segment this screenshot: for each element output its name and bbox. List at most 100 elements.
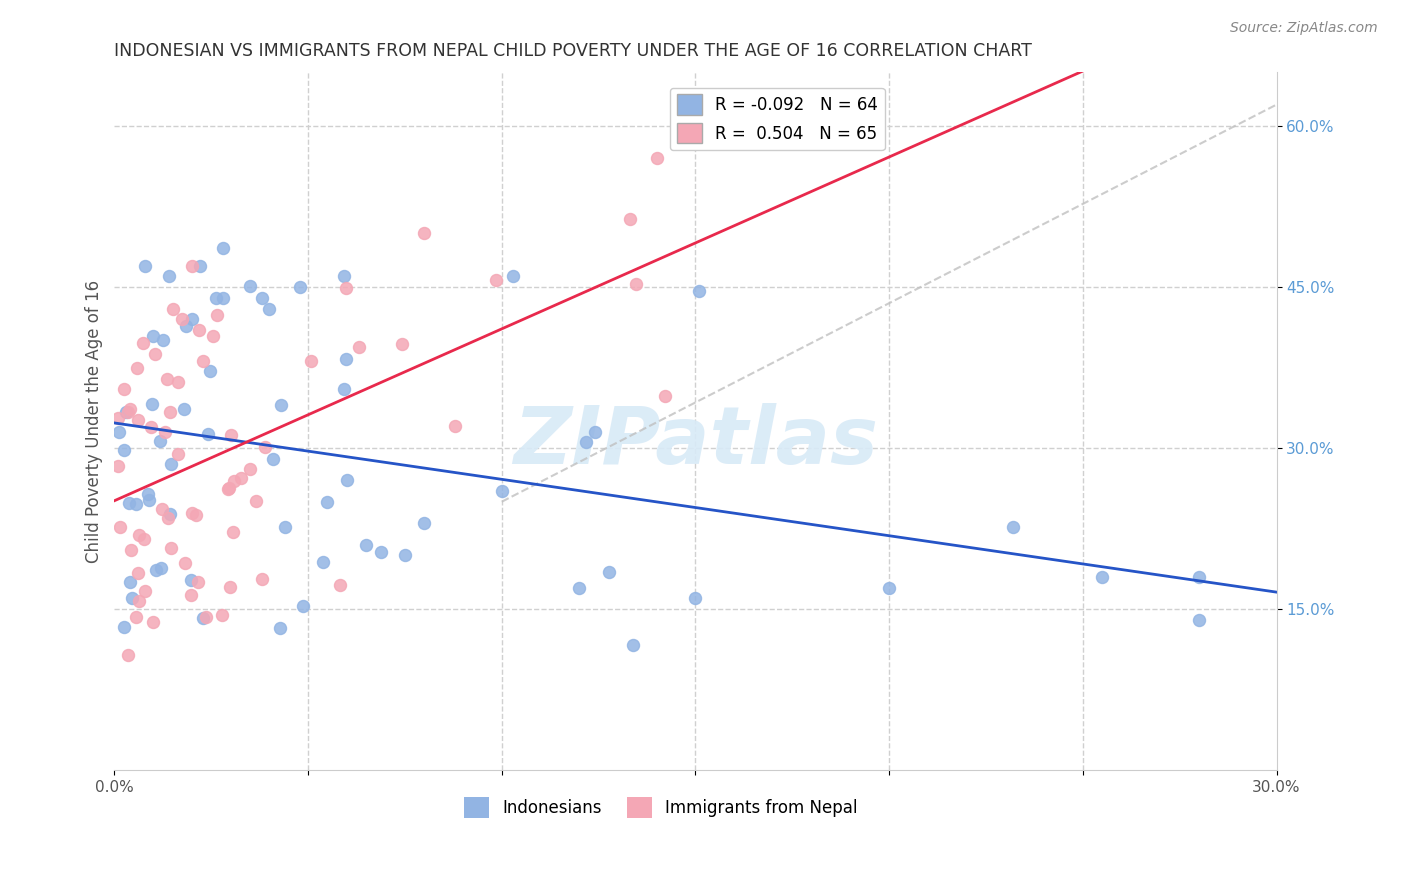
Point (128, 528, 150, 542)
Point (138, 487, 160, 501)
Point (685, 591, 707, 606)
Point (142, 615, 165, 630)
Legend: Indonesians, Immigrants from Nepal: Indonesians, Immigrants from Nepal (457, 791, 865, 824)
Point (108, 425, 131, 440)
Point (354, 538, 377, 552)
Point (218, 481, 240, 495)
Point (336, 473, 359, 487)
Point (259, 301, 281, 316)
Point (141, 397, 163, 411)
Point (626, 277, 648, 292)
Point (180, 506, 202, 520)
Point (335, 351, 357, 366)
Point (180, 259, 202, 273)
Point (245, 494, 267, 508)
Point (117, 405, 139, 419)
Point (127, 566, 149, 581)
Point (159, 507, 181, 521)
Y-axis label: Child Poverty Under the Age of 16: Child Poverty Under the Age of 16 (86, 280, 103, 563)
Point (188, 259, 211, 273)
Point (121, 591, 143, 606)
Point (316, 494, 339, 508)
Point (391, 336, 413, 351)
Point (125, 498, 148, 512)
Point (1091, 570, 1114, 584)
Point (117, 648, 139, 662)
Point (688, 284, 710, 298)
Point (333, 382, 356, 396)
Point (134, 259, 156, 273)
Point (160, 457, 183, 471)
Text: ZIPatlas: ZIPatlas (513, 403, 877, 481)
Point (170, 312, 193, 326)
Point (219, 427, 242, 442)
Point (134, 532, 156, 546)
Point (107, 411, 129, 425)
Point (112, 619, 135, 633)
Point (201, 328, 224, 343)
Point (583, 425, 606, 440)
Point (180, 312, 202, 326)
Point (877, 581, 900, 595)
Point (274, 520, 297, 534)
Point (180, 588, 202, 602)
Point (370, 545, 392, 559)
Point (413, 227, 436, 241)
Point (167, 447, 190, 461)
Point (128, 594, 150, 608)
Point (145, 563, 167, 577)
Point (156, 372, 179, 386)
Point (124, 609, 146, 624)
Point (262, 452, 284, 467)
Point (127, 412, 149, 426)
Point (141, 329, 163, 343)
Point (166, 375, 188, 389)
Point (239, 462, 262, 476)
Point (229, 470, 252, 484)
Point (112, 383, 135, 397)
Point (120, 543, 142, 558)
Point (134, 584, 156, 599)
Text: Source: ZipAtlas.com: Source: ZipAtlas.com (1230, 21, 1378, 35)
Point (1188, 570, 1211, 584)
Point (250, 572, 273, 586)
Point (187, 323, 209, 337)
Point (186, 574, 208, 589)
Point (301, 353, 323, 368)
Point (152, 333, 174, 347)
Point (127, 361, 149, 376)
Point (444, 418, 467, 433)
Point (150, 502, 173, 516)
Point (157, 269, 180, 284)
Point (118, 496, 141, 510)
Point (160, 541, 183, 555)
Point (645, 151, 668, 165)
Point (191, 354, 214, 368)
Point (193, 610, 215, 624)
Point (205, 309, 228, 323)
Point (291, 599, 314, 613)
Point (180, 573, 202, 587)
Point (108, 520, 131, 534)
Point (394, 549, 416, 563)
Point (254, 440, 277, 454)
Point (619, 212, 641, 227)
Point (329, 578, 352, 592)
Point (118, 401, 141, 416)
Point (138, 492, 160, 507)
Point (198, 364, 221, 378)
Point (217, 482, 239, 496)
Point (174, 556, 197, 570)
Point (115, 405, 138, 419)
Point (654, 390, 676, 404)
Point (219, 580, 242, 594)
Point (173, 401, 195, 416)
Point (197, 426, 219, 441)
Point (107, 458, 129, 473)
Point (1188, 613, 1211, 627)
Point (222, 474, 245, 488)
Point (269, 621, 291, 635)
Point (174, 318, 197, 333)
Point (290, 280, 312, 294)
Point (491, 483, 513, 498)
